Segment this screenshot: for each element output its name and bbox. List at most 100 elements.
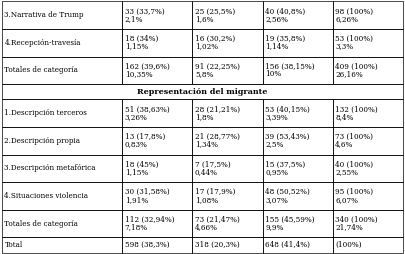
Bar [2, 84, 403, 99]
Bar [122, 237, 192, 253]
Bar [333, 56, 403, 84]
Bar [262, 1, 333, 29]
Text: 19 (35,8%): 19 (35,8%) [265, 35, 305, 43]
Bar [2, 1, 122, 29]
Text: 156 (38,15%): 156 (38,15%) [265, 62, 315, 71]
Text: 53 (40,15%): 53 (40,15%) [265, 105, 310, 114]
Bar [122, 182, 192, 210]
Text: 1,14%: 1,14% [265, 42, 288, 51]
Text: 40 (40,8%): 40 (40,8%) [265, 7, 305, 15]
Text: 16 (30,2%): 16 (30,2%) [195, 35, 235, 43]
Text: 598 (38,3%): 598 (38,3%) [125, 241, 169, 249]
Bar [333, 127, 403, 155]
Text: 6,26%: 6,26% [335, 15, 358, 23]
Bar [2, 237, 122, 253]
Text: Total: Total [4, 241, 23, 249]
Text: 7 (17,5%): 7 (17,5%) [195, 161, 231, 169]
Bar [262, 182, 333, 210]
Text: 13 (17,8%): 13 (17,8%) [125, 133, 165, 141]
Text: 1,6%: 1,6% [195, 15, 213, 23]
Bar [122, 210, 192, 237]
Bar [122, 155, 192, 182]
Text: 39 (53,43%): 39 (53,43%) [265, 133, 309, 141]
Text: 15 (37,5%): 15 (37,5%) [265, 161, 305, 169]
Text: 1.Descripción terceros: 1.Descripción terceros [4, 109, 87, 117]
Bar [122, 56, 192, 84]
Text: 1,15%: 1,15% [125, 42, 148, 51]
Bar [333, 29, 403, 56]
Bar [192, 29, 262, 56]
Bar [192, 237, 262, 253]
Bar [262, 127, 333, 155]
Text: 1,15%: 1,15% [125, 168, 148, 176]
Text: 1,8%: 1,8% [195, 113, 213, 121]
Text: 340 (100%): 340 (100%) [335, 216, 378, 224]
Text: 3,39%: 3,39% [265, 113, 288, 121]
Text: 648 (41,4%): 648 (41,4%) [265, 241, 310, 249]
Bar [192, 1, 262, 29]
Text: 2.Descripción propia: 2.Descripción propia [4, 137, 81, 145]
Text: 17 (17,9%): 17 (17,9%) [195, 188, 235, 196]
Text: 1,08%: 1,08% [195, 196, 218, 204]
Bar [122, 1, 192, 29]
Bar [262, 237, 333, 253]
Bar [2, 210, 122, 237]
Text: 26,16%: 26,16% [335, 70, 363, 78]
Text: 3.Descripción metafórica: 3.Descripción metafórica [4, 164, 96, 172]
Text: 7,18%: 7,18% [125, 224, 148, 231]
Bar [122, 127, 192, 155]
Text: 73 (21,47%): 73 (21,47%) [195, 216, 240, 224]
Text: 33 (33,7%): 33 (33,7%) [125, 7, 164, 15]
Text: 1,02%: 1,02% [195, 42, 218, 51]
Text: 1,91%: 1,91% [125, 196, 148, 204]
Bar [262, 99, 333, 127]
Text: 4,6%: 4,6% [335, 140, 354, 149]
Bar [192, 127, 262, 155]
Text: 4.Situaciones violencia: 4.Situaciones violencia [4, 192, 88, 200]
Text: 3,3%: 3,3% [335, 42, 354, 51]
Bar [262, 210, 333, 237]
Text: 18 (34%): 18 (34%) [125, 35, 158, 43]
Text: 51 (38,63%): 51 (38,63%) [125, 105, 169, 114]
Text: 18 (45%): 18 (45%) [125, 161, 158, 169]
Text: 162 (39,6%): 162 (39,6%) [125, 62, 170, 71]
Text: 21,74%: 21,74% [335, 224, 363, 231]
Text: 6,07%: 6,07% [335, 196, 358, 204]
Text: 2,5%: 2,5% [265, 140, 284, 149]
Bar [2, 182, 122, 210]
Bar [2, 99, 122, 127]
Text: 21 (28,77%): 21 (28,77%) [195, 133, 240, 141]
Text: 91 (22,25%): 91 (22,25%) [195, 62, 240, 71]
Text: 3.Narrativa de Trump: 3.Narrativa de Trump [4, 11, 84, 19]
Text: 9,9%: 9,9% [265, 224, 284, 231]
Bar [2, 29, 122, 56]
Text: Totales de categoría: Totales de categoría [4, 66, 78, 74]
Bar [333, 155, 403, 182]
Bar [192, 155, 262, 182]
Text: 318 (20,3%): 318 (20,3%) [195, 241, 240, 249]
Text: Representación del migrante: Representación del migrante [137, 88, 268, 96]
Text: 95 (100%): 95 (100%) [335, 188, 373, 196]
Text: 2,56%: 2,56% [265, 15, 288, 23]
Text: 28 (21,21%): 28 (21,21%) [195, 105, 240, 114]
Text: 132 (100%): 132 (100%) [335, 105, 378, 114]
Bar [192, 182, 262, 210]
Text: Totales de categoría: Totales de categoría [4, 220, 78, 228]
Bar [333, 210, 403, 237]
Bar [122, 29, 192, 56]
Text: (100%): (100%) [335, 241, 362, 249]
Text: 112 (32,94%): 112 (32,94%) [125, 216, 175, 224]
Text: 0,95%: 0,95% [265, 168, 288, 176]
Text: 1,34%: 1,34% [195, 140, 218, 149]
Text: 5,8%: 5,8% [195, 70, 213, 78]
Text: 73 (100%): 73 (100%) [335, 133, 373, 141]
Text: 98 (100%): 98 (100%) [335, 7, 373, 15]
Text: 3,07%: 3,07% [265, 196, 288, 204]
Text: 3,26%: 3,26% [125, 113, 147, 121]
Bar [333, 99, 403, 127]
Text: 30 (31,58%): 30 (31,58%) [125, 188, 169, 196]
Text: 10,35%: 10,35% [125, 70, 152, 78]
Bar [2, 155, 122, 182]
Bar [2, 56, 122, 84]
Bar [262, 56, 333, 84]
